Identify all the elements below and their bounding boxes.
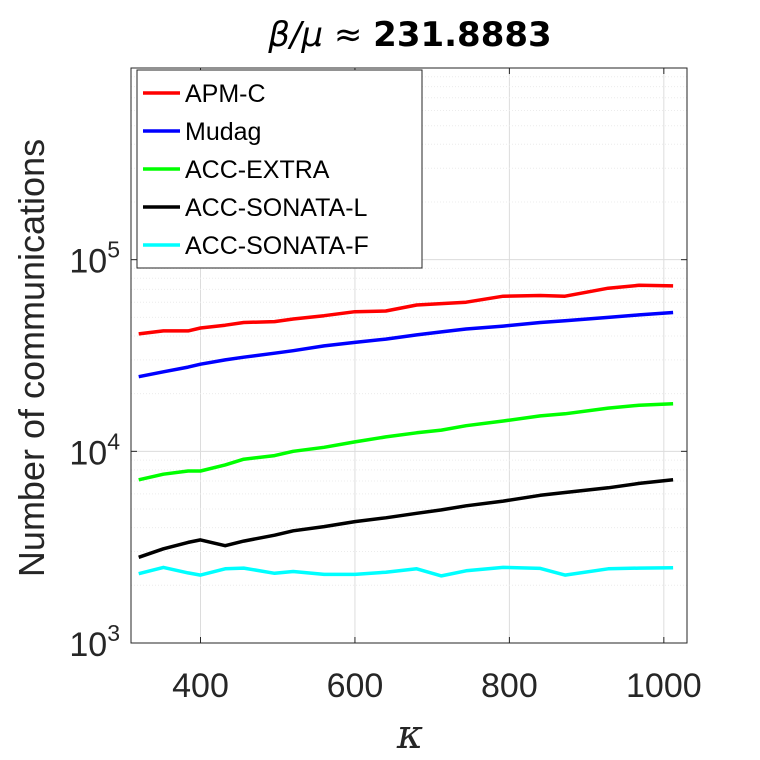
legend-label: ACC-SONATA-L	[185, 194, 368, 222]
legend-label: Mudag	[185, 118, 261, 146]
x-tick-label: 400	[172, 667, 229, 705]
series-line-mudag	[138, 310, 674, 379]
y-tick-label: 104	[69, 428, 120, 472]
axes-box	[130, 67, 688, 644]
legend: APM-C Mudag ACC-EXTRA ACC-SONATA-L ACC-SONAT…	[136, 69, 423, 269]
x-tick-label: 600	[327, 667, 384, 705]
y-tick-label: 103	[69, 620, 120, 664]
legend-box	[136, 69, 423, 269]
title-math: β/μ ≈	[267, 15, 373, 55]
ticks: 400 600 800 1000 103 104 105	[69, 68, 702, 705]
series-line-acc-sonata-f	[138, 565, 674, 578]
x-axis-label: κ	[396, 712, 423, 758]
series-line-acc-extra	[138, 402, 674, 482]
legend-items: APM-C Mudag ACC-EXTRA ACC-SONATA-L ACC-SONAT…	[143, 80, 369, 260]
legend-label: APM-C	[185, 80, 266, 108]
legend-label: ACC-EXTRA	[185, 156, 330, 184]
chart-title: β/μ ≈ 231.8883	[267, 15, 551, 55]
title-value: 231.8883	[373, 15, 552, 55]
series-line-acc-sonata-l	[138, 478, 674, 559]
x-tick-label: 1000	[626, 667, 702, 705]
x-tick-label: 800	[481, 667, 538, 705]
series-lines	[138, 283, 674, 578]
series-line-apm-c	[138, 283, 674, 336]
legend-label: ACC-SONATA-F	[185, 232, 369, 260]
y-tick-label: 105	[69, 237, 120, 281]
y-axis-label: Number of communications	[11, 139, 52, 577]
